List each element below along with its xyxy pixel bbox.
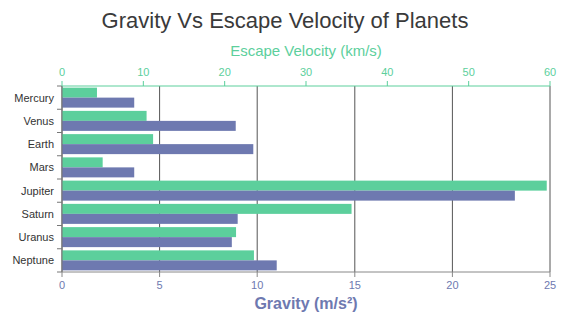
grid-line (257, 86, 258, 272)
category-label: Venus (23, 115, 54, 127)
y-tick-label: 10 (251, 279, 263, 291)
y-axis-title: Gravity (m/s²) (254, 295, 357, 312)
y-tick-label: 15 (349, 279, 361, 291)
bar (62, 260, 277, 270)
bar (62, 134, 153, 144)
y2-tick (224, 81, 225, 86)
bar (62, 98, 134, 108)
y2-tick (550, 81, 551, 86)
bar (62, 157, 103, 167)
bars (62, 88, 547, 271)
chart: Gravity Vs Escape Velocity of Planets Mer… (0, 0, 570, 320)
category-tick (57, 248, 62, 249)
category-label: Mercury (14, 92, 54, 104)
bar (62, 181, 547, 191)
y2-tick-label: 20 (219, 66, 231, 78)
category-label: Saturn (22, 208, 54, 220)
bar (62, 237, 232, 247)
bar (62, 167, 134, 177)
y2-tick-label: 10 (137, 66, 149, 78)
bar (62, 144, 253, 154)
bar (62, 191, 515, 201)
y-tick (550, 272, 551, 277)
y-tick (159, 272, 160, 277)
y2-axis-title: Escape Velocity (km/s) (230, 42, 382, 59)
bar (62, 88, 97, 98)
y-tick (62, 272, 63, 277)
y-tick-label: 0 (59, 279, 65, 291)
bar (62, 227, 236, 237)
y-tick (354, 272, 355, 277)
y-tick-label: 5 (157, 279, 163, 291)
category-label: Jupiter (21, 185, 54, 197)
grid-line (550, 86, 551, 272)
bar (62, 121, 236, 131)
bar (62, 250, 254, 260)
bar (62, 204, 352, 214)
y2-tick-label: 60 (544, 66, 556, 78)
category-tick (57, 86, 62, 87)
y2-tick (387, 81, 388, 86)
category-tick (57, 225, 62, 226)
y2-tick-label: 0 (59, 66, 65, 78)
grid-line (452, 86, 453, 272)
category-label: Uranus (19, 231, 55, 243)
category-label: Neptune (12, 254, 54, 266)
y-tick (257, 272, 258, 277)
category-tick (57, 272, 62, 273)
title: Gravity Vs Escape Velocity of Planets (102, 8, 469, 33)
y-tick-label: 25 (544, 279, 556, 291)
category-tick (57, 132, 62, 133)
y-tick (452, 272, 453, 277)
bar (62, 111, 147, 121)
y2-tick-label: 30 (300, 66, 312, 78)
y2-tick-label: 40 (381, 66, 393, 78)
category-tick (57, 109, 62, 110)
y2-tick (468, 81, 469, 86)
y-tick-label: 20 (446, 279, 458, 291)
grid (62, 86, 550, 272)
category-label: Earth (28, 138, 54, 150)
y-axis-line (62, 272, 550, 273)
y2-tick (143, 81, 144, 86)
y2-tick-label: 50 (463, 66, 475, 78)
category-tick (57, 202, 62, 203)
y2-tick (306, 81, 307, 86)
y2-tick (62, 81, 63, 86)
bar (62, 214, 238, 224)
category-label: Mars (30, 161, 55, 173)
category-tick (57, 179, 62, 180)
category-tick (57, 155, 62, 156)
grid-line (354, 86, 355, 272)
